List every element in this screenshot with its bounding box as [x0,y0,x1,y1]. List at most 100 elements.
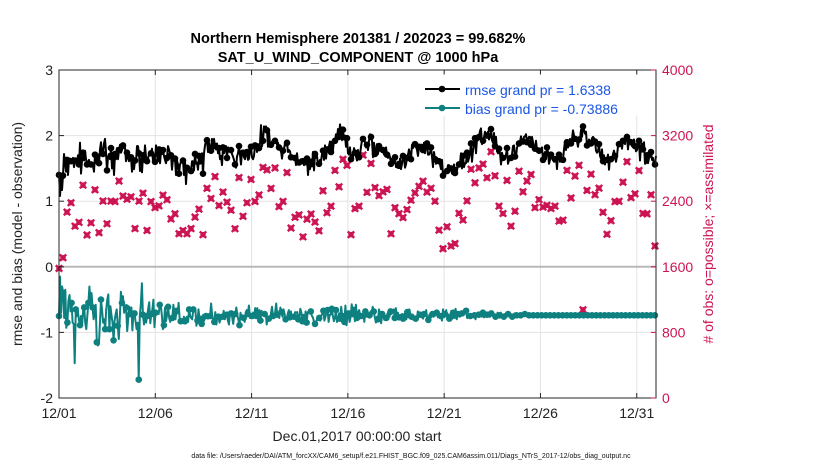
series-1-point-304 [375,316,382,323]
series-0-point-96 [152,159,159,166]
series-0-point-180 [236,143,243,150]
obs-marker-108 [488,148,494,154]
series-0-point-428 [484,132,491,139]
series-0-point-120 [176,170,183,177]
obs-marker-83 [388,231,394,237]
series-0-point-300 [356,154,363,161]
series-0-point-432 [488,126,495,133]
obs-marker-79 [372,184,378,190]
obs-marker-109 [492,173,498,179]
obs-marker-135 [596,185,602,191]
obs-marker-21 [140,190,146,196]
series-0-point-124 [180,157,187,164]
series-0-point-168 [224,155,231,162]
obs-marker-119 [532,204,538,210]
series-1-point-352 [425,317,432,324]
series-1-point-108 [169,315,176,322]
obs-marker-70 [336,184,342,190]
obs-marker-68 [328,203,334,209]
obs-marker-66 [320,188,326,194]
y-right-tick-label-3: 1600 [662,259,693,275]
y-left-tick-label-2: 1 [45,193,53,209]
series-1-point-8 [64,319,71,326]
obs-marker-56 [280,198,286,204]
series-0-point-580 [636,138,643,145]
series-0-point-76 [132,157,139,164]
series-0-point-116 [172,155,179,162]
series-1-point-128 [190,306,197,313]
obs-marker-35 [196,206,202,212]
series-1-point-12 [68,300,75,307]
obs-marker-8 [88,220,94,226]
series-1-point-272 [341,319,348,326]
series-0-point-500 [556,151,563,158]
series-0-point-568 [624,134,631,141]
obs-marker-114 [512,208,518,214]
obs-marker-52 [264,167,270,173]
obs-marker-138 [608,218,614,224]
series-1-point-32 [89,304,96,311]
obs-marker-134 [592,192,598,198]
x-tick-label-0: 12/01 [41,405,76,421]
obs-marker-117 [524,178,530,184]
obs-marker-22 [144,227,150,233]
y-axis-right-label: # of obs: o=possible; ×=assimilated [700,124,716,343]
series-1-point-348 [421,311,428,318]
series-0-point-372 [428,144,435,151]
obs-marker-111 [500,210,506,216]
obs-marker-142 [624,158,630,164]
series-0-point-140 [196,153,203,160]
obs-marker-45 [236,174,242,180]
series-0-point-44 [100,151,107,158]
obs-marker-64 [312,219,318,225]
obs-marker-97 [444,224,450,230]
series-0-point-272 [328,149,335,156]
obs-marker-116 [520,189,526,195]
series-0-point-484 [540,157,547,164]
series-1-point-328 [400,315,407,322]
obs-marker-54 [272,165,278,171]
y-right-tick-label-4: 800 [662,324,686,340]
obs-marker-84 [392,204,398,210]
obs-marker-9 [92,187,98,193]
obs-marker-136 [600,209,606,215]
obs-marker-104 [472,180,478,186]
series-1-point-144 [207,313,214,320]
obs-marker-77 [364,189,370,195]
series-0-point-520 [576,136,583,143]
y-left-tick-label-3: 0 [45,259,53,275]
series-0-point-396 [452,170,459,177]
obs-marker-82 [384,186,390,192]
series-1-point-248 [316,315,323,322]
series-1-point-64 [123,304,130,311]
series-1-point-36 [93,339,100,346]
series-0-point-216 [272,138,279,145]
obs-marker-147 [644,211,650,217]
obs-marker-69 [332,167,338,173]
series-0-point-88 [144,158,151,165]
series-1-point-136 [198,321,205,328]
chart-title-line1: Northern Hemisphere 201381 / 202023 = 99… [191,31,526,47]
series-0-point-524 [580,123,587,130]
series-1-point-372 [446,315,453,322]
obs-marker-103 [468,166,474,172]
series-1-point-316 [387,308,394,315]
series-1-point-236 [303,319,310,326]
obs-marker-10 [96,229,102,235]
obs-marker-71 [340,156,346,162]
series-0-point-32 [88,161,95,168]
obs-marker-145 [636,167,642,173]
series-1-point-104 [165,304,172,311]
obs-marker-113 [508,223,514,229]
series-0-point-424 [480,138,487,145]
series-0-point-252 [308,159,315,166]
series-1-point-244 [312,321,319,328]
series-1-point-212 [278,309,285,316]
series-0-point-148 [204,137,211,144]
series-0-point-200 [256,145,263,152]
obs-marker-75 [356,203,362,209]
obs-marker-86 [400,214,406,220]
chart-svg: Northern Hemisphere 201381 / 202023 = 99… [0,0,830,470]
series-0-point-408 [464,149,471,156]
obs-marker-34 [192,214,198,220]
